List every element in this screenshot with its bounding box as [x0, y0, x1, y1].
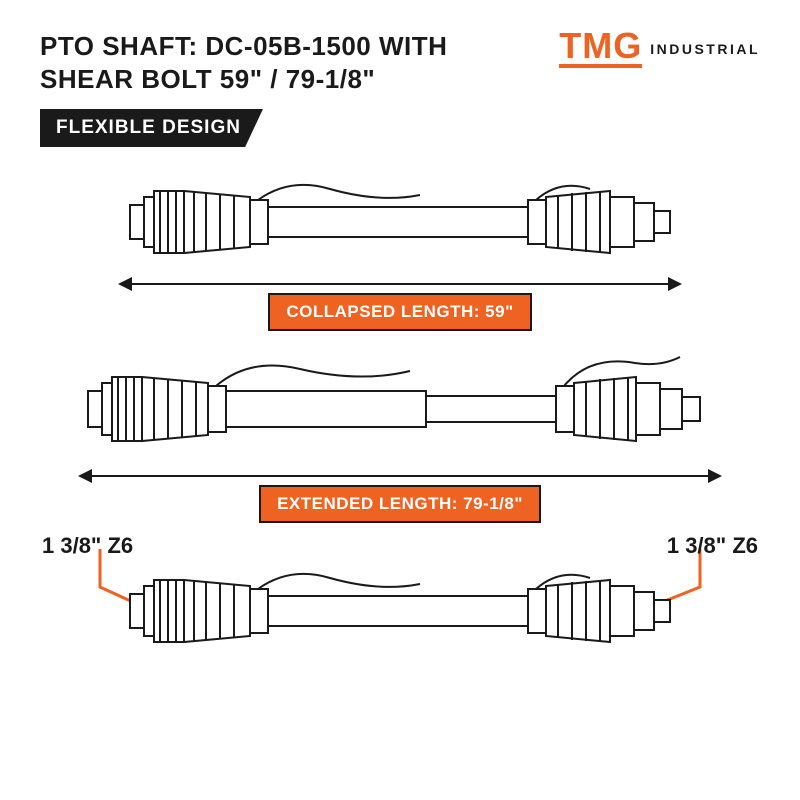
brand-logo: TMG INDUSTRIAL	[559, 30, 760, 68]
collapsed-shaft-drawing	[120, 167, 680, 277]
logo-underline	[559, 64, 642, 68]
title-line-1: PTO SHAFT: DC-05B-1500 WITH	[40, 31, 447, 61]
arrow-right-icon	[668, 277, 682, 291]
collapsed-length-label: COLLAPSED LENGTH: 59"	[268, 293, 531, 331]
left-spline-label: 1 3/8" Z6	[42, 533, 133, 559]
header: PTO SHAFT: DC-05B-1500 WITH SHEAR BOLT 5…	[40, 30, 760, 95]
spline-callout-block: 1 3/8" Z6 1 3/8" Z6	[40, 541, 760, 681]
extended-shaft-drawing	[80, 349, 720, 469]
right-spline-label: 1 3/8" Z6	[667, 533, 758, 559]
page-title: PTO SHAFT: DC-05B-1500 WITH SHEAR BOLT 5…	[40, 30, 447, 95]
logo-subtext: INDUSTRIAL	[650, 41, 760, 57]
collapsed-dimension-line	[120, 283, 680, 285]
extended-length-label: EXTENDED LENGTH: 79-1/8"	[259, 485, 541, 523]
arrow-right-icon	[708, 469, 722, 483]
title-line-2: SHEAR BOLT 59" / 79-1/8"	[40, 64, 375, 94]
logo-text: TMG	[559, 30, 642, 62]
extended-shaft-block: EXTENDED LENGTH: 79-1/8"	[40, 349, 760, 523]
collapsed-shaft-block: COLLAPSED LENGTH: 59"	[40, 167, 760, 331]
extended-dimension-line	[80, 475, 720, 477]
spline-shaft-drawing	[40, 541, 760, 681]
diagram-area: COLLAPSED LENGTH: 59"	[40, 167, 760, 681]
flexible-design-badge: FLEXIBLE DESIGN	[40, 109, 263, 147]
